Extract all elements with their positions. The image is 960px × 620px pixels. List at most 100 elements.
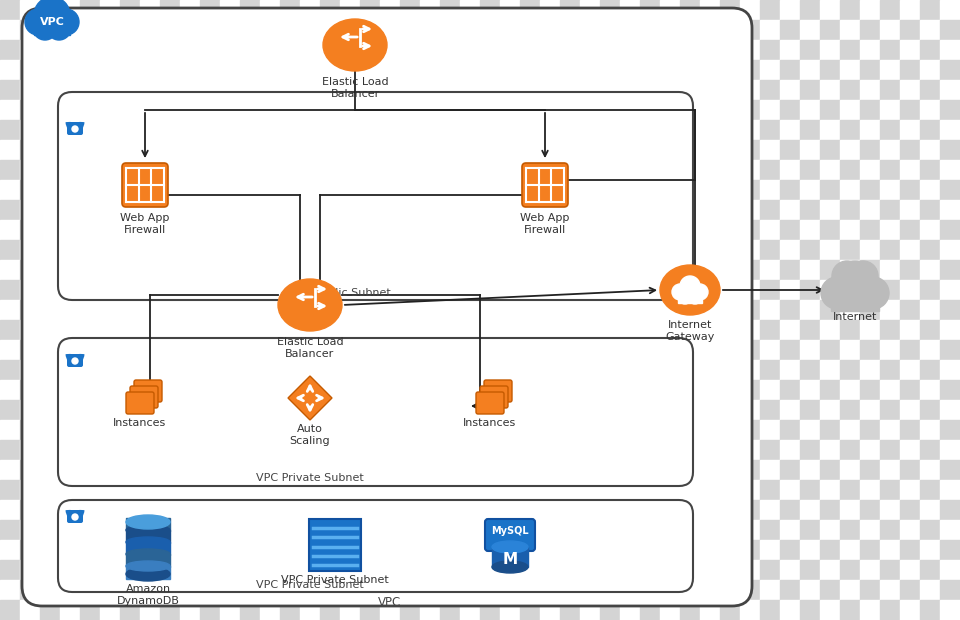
Bar xyxy=(360,100,380,120)
Bar xyxy=(340,420,360,440)
Bar xyxy=(520,260,540,280)
Bar xyxy=(40,380,60,400)
Bar xyxy=(220,260,240,280)
Bar xyxy=(720,360,740,380)
Bar xyxy=(140,60,160,80)
Bar xyxy=(560,340,580,360)
Bar xyxy=(20,240,40,260)
Bar xyxy=(100,100,120,120)
Bar xyxy=(540,280,560,300)
Bar xyxy=(340,180,360,200)
Bar xyxy=(560,580,580,600)
Bar xyxy=(0,480,20,500)
Bar xyxy=(840,440,860,460)
Bar xyxy=(460,300,480,320)
Bar xyxy=(100,560,120,580)
Bar xyxy=(360,600,380,620)
Bar xyxy=(940,280,960,300)
Bar xyxy=(920,80,940,100)
Bar xyxy=(860,220,880,240)
Bar xyxy=(840,500,860,520)
Bar xyxy=(220,240,240,260)
Bar xyxy=(660,140,680,160)
Bar xyxy=(480,320,500,340)
Bar xyxy=(940,320,960,340)
Bar xyxy=(400,500,420,520)
Bar xyxy=(120,220,140,240)
Bar xyxy=(940,600,960,620)
Bar xyxy=(60,160,80,180)
Bar xyxy=(720,400,740,420)
Bar xyxy=(760,120,780,140)
Bar xyxy=(900,260,920,280)
Bar xyxy=(900,160,920,180)
Bar xyxy=(0,240,20,260)
Bar xyxy=(60,80,80,100)
Bar xyxy=(340,560,360,580)
Bar xyxy=(60,340,80,360)
Bar xyxy=(740,260,760,280)
Bar xyxy=(800,280,820,300)
Bar xyxy=(400,460,420,480)
Bar xyxy=(940,100,960,120)
Bar xyxy=(220,120,240,140)
Bar xyxy=(700,100,720,120)
Bar xyxy=(500,440,520,460)
Bar xyxy=(160,320,180,340)
Bar xyxy=(200,160,220,180)
Bar xyxy=(240,220,260,240)
Bar xyxy=(480,340,500,360)
Bar xyxy=(460,100,480,120)
Bar xyxy=(780,400,800,420)
Bar xyxy=(620,240,640,260)
Bar xyxy=(680,20,700,40)
Bar xyxy=(340,260,360,280)
Bar xyxy=(60,380,80,400)
Bar xyxy=(780,600,800,620)
Bar xyxy=(40,460,60,480)
Bar xyxy=(300,420,320,440)
Bar xyxy=(660,540,680,560)
Bar xyxy=(860,580,880,600)
Bar xyxy=(40,440,60,460)
Bar xyxy=(160,600,180,620)
Bar xyxy=(260,460,280,480)
Bar xyxy=(620,120,640,140)
Bar xyxy=(520,180,540,200)
Bar xyxy=(940,360,960,380)
Bar xyxy=(240,580,260,600)
Bar xyxy=(480,460,500,480)
Bar xyxy=(460,400,480,420)
Circle shape xyxy=(692,284,708,300)
Bar xyxy=(520,500,540,520)
Bar xyxy=(300,540,320,560)
Bar xyxy=(520,440,540,460)
Bar xyxy=(400,140,420,160)
Bar xyxy=(660,240,680,260)
Bar xyxy=(460,600,480,620)
Bar xyxy=(180,140,200,160)
Circle shape xyxy=(672,284,688,300)
Bar xyxy=(780,100,800,120)
Bar xyxy=(580,80,600,100)
Text: VPC Private Subnet: VPC Private Subnet xyxy=(256,580,364,590)
Bar xyxy=(680,280,700,300)
Bar xyxy=(420,300,440,320)
Bar xyxy=(400,220,420,240)
Bar xyxy=(160,460,180,480)
Bar xyxy=(0,180,20,200)
Bar xyxy=(480,200,500,220)
Bar xyxy=(40,600,60,620)
Bar xyxy=(740,340,760,360)
Bar xyxy=(760,60,780,80)
Bar xyxy=(560,200,580,220)
Bar xyxy=(220,220,240,240)
Bar xyxy=(920,160,940,180)
Bar xyxy=(380,120,400,140)
Bar xyxy=(900,280,920,300)
Bar xyxy=(560,600,580,620)
Bar xyxy=(600,240,620,260)
Bar xyxy=(0,0,20,20)
Bar xyxy=(100,200,120,220)
Bar xyxy=(160,260,180,280)
